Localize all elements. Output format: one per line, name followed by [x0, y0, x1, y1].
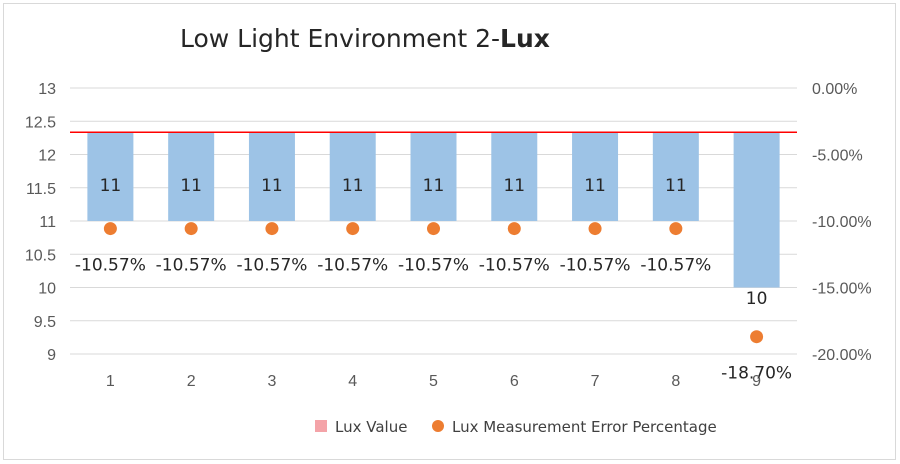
x-tick-label: 7 — [591, 373, 600, 390]
x-tick-label: 5 — [429, 373, 438, 390]
bar-value-label: 11 — [342, 176, 364, 196]
error-point — [103, 222, 117, 236]
chart-title: Low Light Environment 2-Lux — [180, 24, 550, 53]
error-points — [103, 222, 764, 344]
error-value-label: -10.57% — [640, 256, 711, 276]
chart-title-main: Low Light Environment 2- — [180, 24, 500, 53]
y-left-tick-label: 11 — [39, 214, 56, 231]
x-tick-label: 9 — [752, 373, 761, 390]
bar — [733, 132, 780, 288]
error-point — [427, 222, 440, 236]
bar-value-label: 11 — [261, 176, 283, 196]
bar — [248, 132, 295, 221]
y-left-tick-label: 12.5 — [25, 114, 56, 131]
error-value-label: -10.57% — [317, 256, 388, 276]
x-tick-label: 2 — [187, 373, 196, 390]
bar — [572, 132, 619, 221]
bar-value-label: 11 — [503, 176, 525, 196]
y-left-tick-label: 11.5 — [26, 181, 56, 198]
y-left-tick-label: 9 — [47, 347, 56, 364]
bar-value-label: 11 — [665, 176, 687, 196]
error-point — [184, 222, 198, 236]
bar-value-label: 10 — [746, 289, 768, 309]
error-point — [669, 222, 683, 236]
error-value-label: -10.57% — [479, 256, 550, 276]
y-right-tick-label: -5.00% — [812, 148, 863, 165]
error-value-label: -10.57% — [75, 256, 146, 276]
bar — [329, 132, 376, 221]
bar-value-label: 11 — [100, 176, 122, 196]
y-right-tick-label: 0.00% — [812, 81, 857, 98]
error-value-label: -10.57% — [398, 256, 469, 276]
error-point — [588, 222, 602, 236]
legend-label-error: Lux Measurement Error Percentage — [452, 418, 717, 436]
y-left-tick-label: 10.5 — [25, 247, 56, 264]
y-right-tick-label: -10.00% — [812, 214, 872, 231]
bar — [410, 132, 457, 221]
bar — [87, 132, 134, 221]
legend: Lux Value Lux Measurement Error Percenta… — [315, 418, 717, 436]
axis-ticks: 99.51010.51111.51212.513-20.00%-15.00%-1… — [25, 81, 872, 390]
bar-value-label: 11 — [584, 176, 606, 196]
y-left-tick-label: 10 — [38, 281, 56, 298]
error-point — [750, 330, 764, 344]
error-value-label: -18.70% — [721, 364, 792, 384]
x-tick-label: 8 — [671, 373, 680, 390]
y-left-tick-label: 9.5 — [34, 314, 56, 331]
bar-value-label: 11 — [423, 176, 445, 196]
error-point — [265, 222, 279, 236]
legend-marker-error — [432, 420, 444, 432]
error-value-label: -10.57% — [156, 256, 227, 276]
bar — [652, 132, 699, 221]
bar — [491, 132, 538, 221]
y-left-tick-label: 12 — [38, 148, 56, 165]
x-tick-label: 3 — [267, 373, 276, 390]
y-right-tick-label: -15.00% — [812, 281, 872, 298]
x-tick-label: 6 — [510, 373, 519, 390]
bar-value-label: 11 — [180, 176, 202, 196]
bar-series — [87, 132, 780, 288]
bar — [168, 132, 215, 221]
error-point — [346, 222, 360, 236]
x-tick-label: 4 — [348, 373, 357, 390]
y-left-tick-label: 13 — [38, 81, 56, 98]
x-tick-label: 1 — [106, 373, 115, 390]
legend-label-lux-value: Lux Value — [335, 418, 407, 436]
legend-swatch-lux-value — [315, 420, 327, 432]
error-point — [507, 222, 521, 236]
error-value-label: -10.57% — [560, 256, 631, 276]
error-value-label: -10.57% — [236, 256, 307, 276]
y-right-tick-label: -20.00% — [812, 347, 872, 364]
chart-title-bold: Lux — [500, 24, 550, 53]
